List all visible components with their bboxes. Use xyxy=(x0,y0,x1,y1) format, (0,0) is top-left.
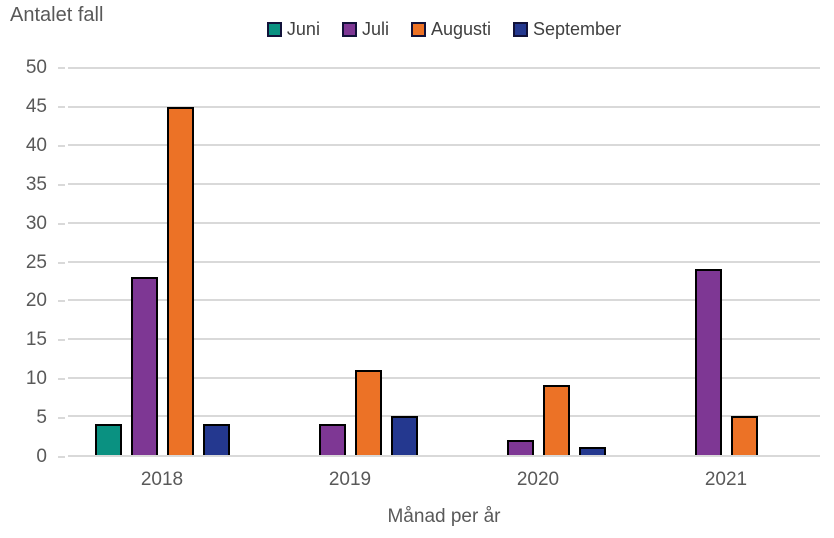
x-axis-title: Månad per år xyxy=(387,506,501,527)
y-tick-label: 15 xyxy=(25,329,47,351)
y-tick-mark xyxy=(58,222,65,225)
legend-label: September xyxy=(533,18,622,39)
gridline xyxy=(68,105,820,108)
y-tick-label: 45 xyxy=(25,95,47,117)
gridline xyxy=(68,376,820,379)
gridline xyxy=(68,415,820,418)
y-tick-mark xyxy=(58,261,65,264)
y-tick-label: 25 xyxy=(25,251,47,273)
gridline xyxy=(68,144,820,147)
gridline xyxy=(68,337,820,340)
y-tick-mark xyxy=(58,300,65,303)
y-tick-mark xyxy=(58,67,65,69)
y-tick-label: 40 xyxy=(25,134,47,156)
bar-augusti-2018 xyxy=(166,106,194,455)
bar-september-2018 xyxy=(202,424,230,455)
bar-group-2019 xyxy=(256,68,444,455)
bar-augusti-2019 xyxy=(354,369,382,455)
bar-juli-2018 xyxy=(130,276,158,455)
legend-label: Augusti xyxy=(430,18,492,39)
y-tick-mark xyxy=(58,105,65,108)
legend-swatch-augusti xyxy=(410,21,426,37)
legend-item-september: September xyxy=(513,19,621,40)
gridline xyxy=(68,299,820,302)
legend-swatch-juni xyxy=(266,21,282,37)
bar-group-2020 xyxy=(444,68,632,455)
bar-juli-2021 xyxy=(694,269,722,455)
y-tick-label: 20 xyxy=(25,290,47,312)
legend-item-juli: Juli xyxy=(341,18,389,40)
x-tick-label-2021: 2021 xyxy=(704,469,748,490)
bar-september-2020 xyxy=(578,447,606,455)
bar-juli-2020 xyxy=(506,439,534,455)
bar-augusti-2020 xyxy=(542,385,570,455)
y-tick-mark xyxy=(58,183,65,186)
legend-label: Juli xyxy=(361,18,389,39)
y-tick-label: 30 xyxy=(25,212,47,234)
bar-group-2018 xyxy=(68,68,256,455)
bar-group-2021 xyxy=(632,68,820,455)
y-tick-label: 50 xyxy=(25,57,47,78)
legend-swatch-juli xyxy=(341,21,357,37)
y-tick-mark xyxy=(58,456,65,458)
y-axis: 0 5 10 15 20 25 30 35 40 45 50 xyxy=(0,57,68,467)
y-tick-mark xyxy=(58,339,65,342)
legend: Juni Juli Augusti September xyxy=(68,16,820,42)
gridline xyxy=(68,221,820,224)
y-tick-mark xyxy=(58,378,65,381)
chart-title: Antalet fall xyxy=(10,4,104,26)
legend-item-augusti: Augusti xyxy=(410,18,492,40)
y-tick-label: 10 xyxy=(25,368,47,390)
y-tick-mark xyxy=(58,144,65,147)
x-axis-labels: 2018 2019 2020 2021 xyxy=(68,469,820,491)
legend-label: Juni xyxy=(286,18,320,39)
bar-september-2019 xyxy=(390,416,418,455)
gridline xyxy=(68,183,820,186)
gridline xyxy=(68,260,820,263)
bar-juni-2018 xyxy=(94,424,122,455)
bar-augusti-2021 xyxy=(730,416,758,455)
x-tick-label-2018: 2018 xyxy=(140,469,184,490)
y-tick-label: 5 xyxy=(36,407,47,429)
legend-item-juni: Juni xyxy=(266,18,320,40)
bar-juli-2019 xyxy=(318,424,346,455)
gridline xyxy=(68,67,820,69)
x-tick-label-2020: 2020 xyxy=(516,469,560,490)
x-tick-label-2019: 2019 xyxy=(328,469,372,490)
y-tick-label: 35 xyxy=(25,173,47,195)
plot-area xyxy=(68,67,820,457)
legend-swatch-september xyxy=(513,21,529,37)
y-tick-mark xyxy=(58,417,65,420)
y-tick-label: 0 xyxy=(36,446,47,467)
